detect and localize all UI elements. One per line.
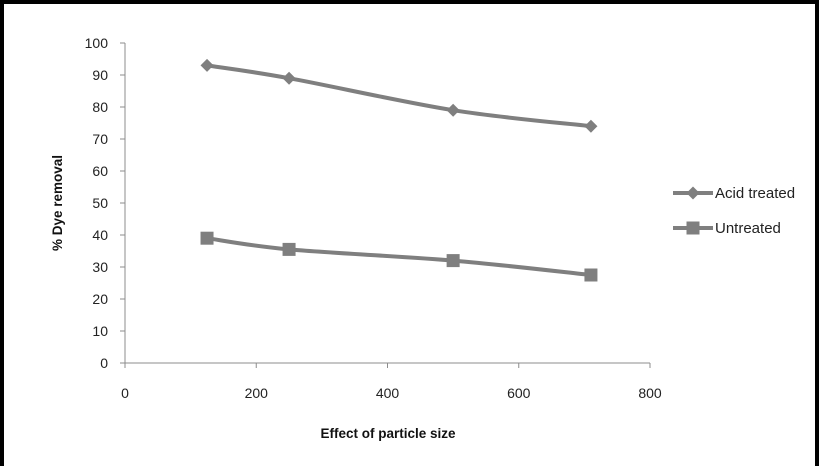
y-tick-label: 10 bbox=[92, 323, 108, 339]
x-tick-label: 200 bbox=[245, 385, 269, 401]
y-tick-label: 50 bbox=[92, 195, 108, 211]
data-point bbox=[584, 268, 598, 282]
data-point bbox=[446, 254, 460, 268]
series-untreated bbox=[200, 231, 598, 282]
y-tick-label: 30 bbox=[92, 259, 108, 275]
y-axis-ticks: 0 10 20 30 40 50 60 70 80 90 100 bbox=[85, 35, 125, 371]
legend-marker bbox=[686, 186, 700, 200]
series-acid-treated bbox=[200, 58, 598, 133]
x-tick-label: 0 bbox=[121, 385, 129, 401]
legend-label: Untreated bbox=[715, 220, 781, 237]
data-point bbox=[584, 119, 598, 133]
x-tick-label: 400 bbox=[376, 385, 400, 401]
x-axis-ticks: 0 200 400 600 800 bbox=[121, 363, 662, 401]
x-axis-title: Effect of particle size bbox=[320, 426, 456, 441]
legend-marker bbox=[686, 221, 700, 235]
y-tick-label: 90 bbox=[92, 67, 108, 83]
legend-item: Acid treated bbox=[673, 185, 795, 202]
series-layer bbox=[200, 58, 598, 282]
series-line bbox=[205, 63, 593, 129]
legend: Acid treated Untreated bbox=[673, 185, 795, 237]
y-tick-label: 80 bbox=[92, 99, 108, 115]
data-point bbox=[200, 58, 214, 72]
y-tick-label: 100 bbox=[85, 35, 109, 51]
data-point bbox=[200, 231, 214, 245]
axes bbox=[124, 43, 650, 364]
x-tick-label: 800 bbox=[638, 385, 662, 401]
y-tick-label: 60 bbox=[92, 163, 108, 179]
y-tick-label: 20 bbox=[92, 291, 108, 307]
y-tick-label: 0 bbox=[100, 355, 108, 371]
data-point bbox=[282, 242, 296, 256]
y-axis-title: % Dye removal bbox=[50, 155, 65, 251]
x-tick-label: 600 bbox=[507, 385, 531, 401]
series-line bbox=[205, 236, 593, 277]
y-tick-label: 40 bbox=[92, 227, 108, 243]
legend-label: Acid treated bbox=[715, 185, 795, 202]
legend-item: Untreated bbox=[673, 220, 781, 237]
y-tick-label: 70 bbox=[92, 131, 108, 147]
data-point bbox=[282, 71, 296, 85]
data-point bbox=[446, 103, 460, 117]
